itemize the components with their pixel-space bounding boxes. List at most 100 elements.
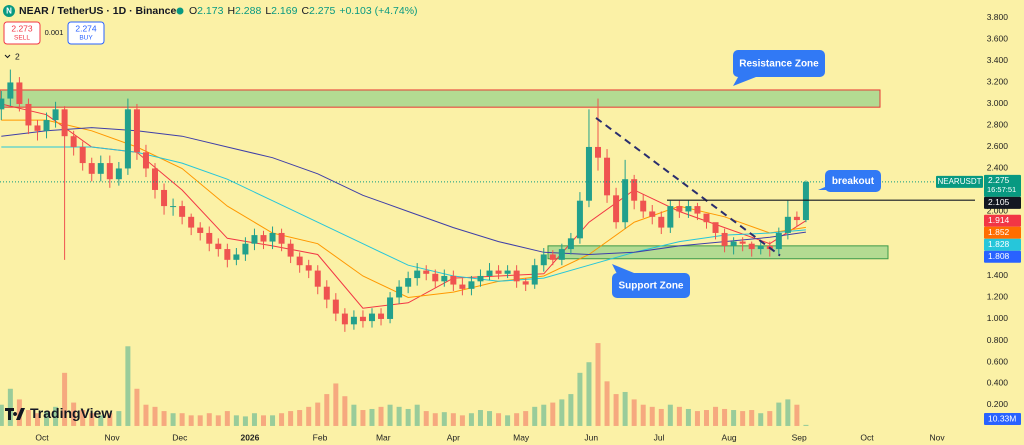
volume-bar: [740, 411, 746, 426]
volume-bar: [604, 381, 610, 426]
volume-bar: [260, 415, 266, 426]
buy-button[interactable]: [67, 21, 105, 45]
resistance-callout-bubble: [733, 70, 756, 86]
candle-body: [197, 227, 204, 233]
resistance-zone: [0, 89, 881, 108]
candle-body: [540, 254, 547, 266]
volume-bar: [667, 404, 673, 426]
x-tick-label: Jul: [654, 432, 665, 442]
volume-bar: [107, 413, 113, 426]
candle-body: [287, 243, 294, 257]
candle-body: [152, 168, 159, 190]
y-tick-label: 3.400: [987, 55, 1009, 65]
candle-body: [405, 278, 412, 287]
x-tick-label: Feb: [313, 432, 328, 442]
candle-body: [359, 316, 366, 322]
volume-bar: [477, 410, 483, 426]
volume-bar: [414, 404, 420, 426]
candle-body: [432, 273, 439, 282]
candle-body: [730, 241, 737, 246]
x-tick-label: 2026: [240, 432, 259, 442]
candle-body: [513, 270, 520, 282]
y-tick-label: 3.600: [987, 34, 1009, 44]
buy-label: BUY: [79, 35, 93, 42]
volume-bar: [713, 406, 719, 426]
volume-bar: [432, 413, 438, 426]
volume-bar: [523, 411, 529, 426]
ohlc-key: L: [265, 5, 271, 17]
y-tick-label: 1.000: [987, 313, 1009, 323]
candle-body: [712, 222, 719, 233]
candle-body: [784, 216, 791, 233]
volume-bar: [722, 408, 728, 426]
candle-body: [459, 284, 466, 289]
x-tick-label: Oct: [35, 432, 49, 442]
volume-tag-box: [984, 413, 1021, 425]
volume-tick-label: 0.600: [987, 356, 1009, 366]
x-tick-label: Dec: [172, 432, 188, 442]
candle-body: [0, 98, 5, 110]
candle-body: [486, 270, 493, 276]
candle-body: [531, 265, 538, 285]
indicator-toggle[interactable]: [4, 54, 11, 59]
y-tick-label: 2.800: [987, 120, 1009, 130]
candle-body: [604, 157, 611, 196]
volume-bar: [749, 410, 755, 426]
volume-bar: [270, 415, 276, 426]
volume-bar: [631, 399, 637, 426]
volume-bar: [532, 406, 538, 426]
candle-body: [378, 313, 385, 319]
candle-body: [739, 241, 746, 244]
candle-body: [7, 82, 14, 99]
ohlc-values: O2.173 H2.288 L2.169 C2.275 +0.103 (+4.74%): [189, 5, 418, 17]
price-tag-box: [984, 214, 1021, 227]
candle-body: [170, 206, 177, 208]
volume-bar: [794, 404, 800, 426]
volume-tick-label: 0.400: [987, 378, 1009, 388]
candle-body: [721, 232, 728, 246]
volume-tick-label: 0.800: [987, 335, 1009, 345]
candle-body: [61, 109, 68, 137]
candle-body: [613, 195, 620, 223]
last-price-box: [984, 174, 1021, 197]
ohlc-key: O: [189, 5, 197, 17]
volume-bar: [514, 413, 520, 426]
candle-body: [495, 270, 502, 274]
x-tick-label: Oct: [860, 432, 874, 442]
candle-body: [387, 297, 394, 319]
volume-bar: [803, 424, 809, 426]
candle-body: [278, 232, 285, 244]
volume-bar: [297, 410, 303, 426]
x-tick-label: Mar: [376, 432, 391, 442]
candle-body: [52, 109, 59, 121]
volume-bar: [25, 410, 31, 426]
candle-body: [79, 146, 86, 164]
volume-bar: [767, 411, 773, 426]
market-status: [176, 7, 184, 15]
volume-bar: [658, 408, 664, 426]
ohlc-key: C: [301, 5, 309, 17]
volume-bar: [577, 372, 583, 426]
volume-bar: [613, 394, 619, 426]
candle-body: [88, 163, 95, 174]
sell-button[interactable]: [3, 21, 41, 45]
volume-bar: [7, 388, 13, 426]
symbol-logo-text: N: [6, 7, 12, 16]
candle-body: [423, 270, 430, 274]
ohlc-key: H: [227, 5, 235, 17]
symbol-logo: [3, 5, 15, 17]
y-tick-label: 2.000: [987, 206, 1009, 216]
support-callout-box: [612, 273, 690, 298]
candle-body: [242, 243, 249, 255]
volume-bar: [80, 410, 86, 426]
candle-body: [558, 249, 565, 260]
candle-body: [233, 254, 240, 260]
volume-bar: [215, 415, 221, 426]
volume-bar: [242, 416, 248, 426]
candle-body: [368, 313, 375, 322]
volume-bar: [224, 411, 230, 426]
volume-bar: [405, 408, 411, 426]
candle-body: [305, 265, 312, 271]
symbol-title[interactable]: NEAR / TetherUS · 1D · Binance: [19, 5, 176, 17]
candle-body: [522, 281, 529, 285]
